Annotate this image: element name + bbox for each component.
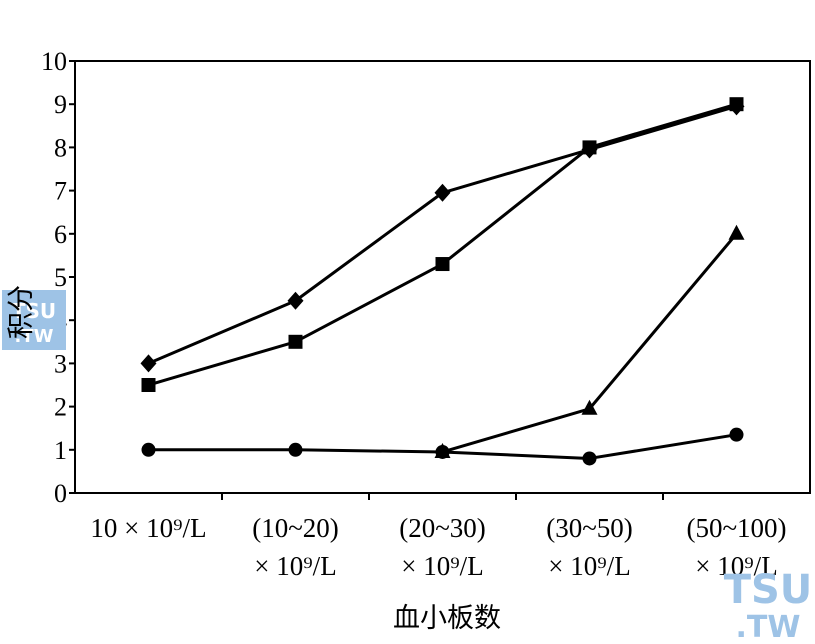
data-point-circle [435,444,450,459]
data-point-triangle [728,224,745,240]
data-point-circle [582,451,597,466]
data-point-square [288,334,303,349]
data-point-square [582,140,597,155]
y-tick-label: 7 [54,177,67,206]
x-tick-label: (50~100) × 10⁹/L [686,513,786,581]
x-axis: 10 × 10⁹/L (10~20) × 10⁹/L (20~30) × 10⁹/L (3… [90,493,787,581]
y-axis-title: 积分 [6,285,37,339]
watermark-text-top: TSU [724,567,813,613]
y-tick-label: 6 [54,220,67,249]
y-tick-label: 5 [54,263,67,292]
x-tick-label: (10~20) × 10⁹/L [252,513,339,581]
data-point-circle [288,442,303,457]
series-layer [140,97,745,466]
y-axis-title-badge: TSU .TW [2,290,66,350]
x-tick-label: (20~30) × 10⁹/L [399,513,486,581]
y-tick-label: 3 [54,349,67,378]
data-point-circle [141,442,156,457]
data-point-triangle [581,399,598,415]
data-point-square [729,97,744,112]
data-point-diamond [140,354,157,373]
y-axis: 012345678910 [41,47,75,508]
data-point-circle [729,427,744,442]
watermark-badge-text: TSU [12,299,56,323]
x-tick-label: 10 × 10⁹/L [90,513,206,543]
y-tick-label: 9 [54,90,67,119]
x-tick-label: (30~50) × 10⁹/L [546,513,633,581]
plot-area [74,60,811,494]
watermark-text-bottom: .TW [736,610,801,644]
data-point-diamond [434,183,451,202]
y-tick-label: 1 [54,436,67,465]
data-point-square [435,257,450,272]
data-point-square [141,378,156,392]
watermark-badge-text-2: .TW [15,326,54,347]
y-tick-label: 0 [54,479,67,508]
x-axis-title: 血小板数 [393,603,501,634]
y-tick-label: 10 [41,47,67,76]
data-point-diamond [287,291,304,310]
y-tick-label: 2 [54,393,67,422]
y-tick-label: 8 [54,133,67,162]
watermark-logo: TSU .TW [724,567,813,644]
